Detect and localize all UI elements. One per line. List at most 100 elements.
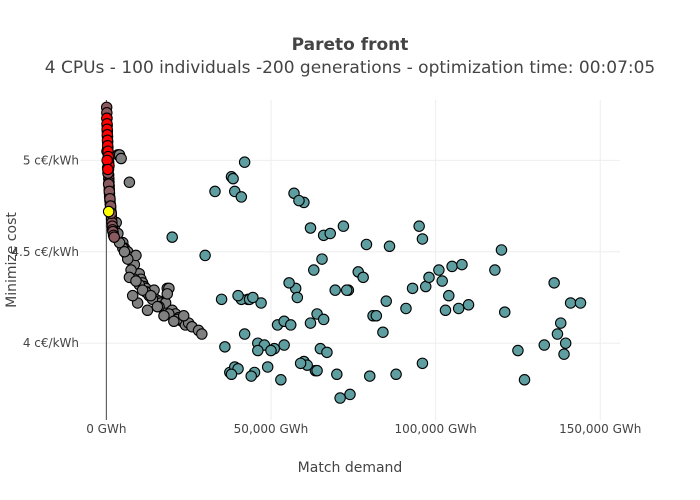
- data-point[interactable]: [196, 328, 208, 340]
- data-point[interactable]: [416, 357, 429, 370]
- data-point[interactable]: [291, 291, 304, 304]
- y-tick-label: 4.5 c€/kWh: [11, 245, 79, 259]
- data-point[interactable]: [168, 315, 180, 328]
- data-point[interactable]: [558, 348, 570, 360]
- data-point[interactable]: [227, 172, 239, 185]
- data-point[interactable]: [102, 163, 114, 176]
- data-point[interactable]: [247, 291, 259, 304]
- data-point[interactable]: [145, 289, 157, 302]
- data-point[interactable]: [364, 370, 376, 382]
- data-point[interactable]: [416, 233, 429, 245]
- data-point[interactable]: [255, 297, 267, 309]
- data-point[interactable]: [235, 191, 248, 203]
- data-point[interactable]: [261, 361, 274, 373]
- data-point[interactable]: [321, 346, 333, 359]
- data-point[interactable]: [554, 317, 567, 329]
- data-point[interactable]: [357, 271, 369, 284]
- x-tick-label: 50,000 GWh: [234, 422, 309, 436]
- data-point[interactable]: [383, 240, 396, 253]
- data-point[interactable]: [232, 289, 244, 302]
- data-point[interactable]: [225, 368, 238, 381]
- data-point[interactable]: [564, 297, 577, 309]
- data-point[interactable]: [317, 313, 330, 326]
- data-point[interactable]: [324, 227, 336, 240]
- data-point[interactable]: [151, 300, 164, 313]
- data-point[interactable]: [370, 310, 383, 322]
- data-point[interactable]: [518, 374, 531, 386]
- data-point[interactable]: [340, 284, 353, 296]
- data-point[interactable]: [278, 339, 290, 351]
- data-point[interactable]: [304, 317, 317, 329]
- data-point[interactable]: [344, 388, 356, 401]
- data-point[interactable]: [123, 176, 136, 189]
- data-point[interactable]: [293, 194, 305, 207]
- data-point[interactable]: [316, 253, 328, 265]
- grid-lines: [80, 100, 620, 420]
- data-point[interactable]: [115, 152, 127, 165]
- data-point[interactable]: [130, 275, 142, 287]
- data-point[interactable]: [495, 244, 508, 256]
- data-points: [100, 101, 587, 404]
- data-point[interactable]: [238, 156, 251, 168]
- data-point[interactable]: [559, 337, 572, 349]
- data-point[interactable]: [215, 293, 228, 306]
- data-point[interactable]: [377, 326, 389, 338]
- y-tick-label: 5 c€/kWh: [23, 153, 79, 167]
- data-point[interactable]: [436, 275, 448, 287]
- data-point[interactable]: [294, 357, 307, 370]
- data-point[interactable]: [538, 339, 551, 351]
- data-point[interactable]: [136, 284, 149, 296]
- data-point[interactable]: [304, 222, 317, 234]
- data-point[interactable]: [102, 205, 115, 218]
- data-point[interactable]: [548, 277, 560, 289]
- data-point[interactable]: [337, 220, 350, 232]
- data-point[interactable]: [166, 231, 178, 243]
- data-point[interactable]: [499, 306, 511, 318]
- data-point[interactable]: [413, 220, 425, 232]
- data-point[interactable]: [199, 249, 211, 262]
- data-point[interactable]: [390, 368, 402, 381]
- data-point[interactable]: [158, 310, 170, 322]
- data-point[interactable]: [308, 264, 320, 276]
- data-point[interactable]: [433, 264, 445, 276]
- data-point[interactable]: [161, 288, 174, 300]
- data-point[interactable]: [209, 185, 221, 198]
- data-point[interactable]: [108, 231, 120, 243]
- x-axis-title: Match demand: [298, 460, 403, 476]
- data-point[interactable]: [456, 258, 468, 271]
- data-point[interactable]: [452, 302, 465, 315]
- data-point[interactable]: [245, 370, 257, 382]
- data-point[interactable]: [551, 328, 564, 340]
- data-point[interactable]: [360, 238, 373, 251]
- data-point[interactable]: [406, 282, 419, 295]
- data-point[interactable]: [265, 344, 277, 357]
- data-point[interactable]: [329, 284, 341, 296]
- data-point[interactable]: [219, 341, 231, 353]
- data-point[interactable]: [252, 344, 264, 357]
- data-point[interactable]: [574, 297, 587, 309]
- data-point[interactable]: [177, 310, 190, 322]
- data-point[interactable]: [275, 374, 287, 386]
- data-point[interactable]: [284, 319, 297, 331]
- data-point[interactable]: [423, 271, 435, 284]
- data-point[interactable]: [462, 299, 475, 311]
- data-point[interactable]: [334, 392, 346, 404]
- data-point[interactable]: [311, 364, 323, 377]
- data-point[interactable]: [446, 260, 458, 273]
- chart-title: Pareto front: [292, 35, 409, 55]
- data-point[interactable]: [118, 246, 131, 258]
- data-point[interactable]: [512, 344, 524, 357]
- data-point[interactable]: [141, 304, 154, 317]
- data-point[interactable]: [380, 295, 392, 307]
- data-point[interactable]: [283, 277, 295, 289]
- data-point[interactable]: [400, 302, 412, 315]
- data-point[interactable]: [489, 264, 501, 276]
- data-point[interactable]: [126, 289, 139, 302]
- data-point[interactable]: [238, 328, 251, 340]
- data-point[interactable]: [443, 289, 455, 302]
- data-point[interactable]: [439, 304, 452, 317]
- y-tick-label: 4 c€/kWh: [23, 336, 79, 350]
- data-point[interactable]: [331, 368, 343, 381]
